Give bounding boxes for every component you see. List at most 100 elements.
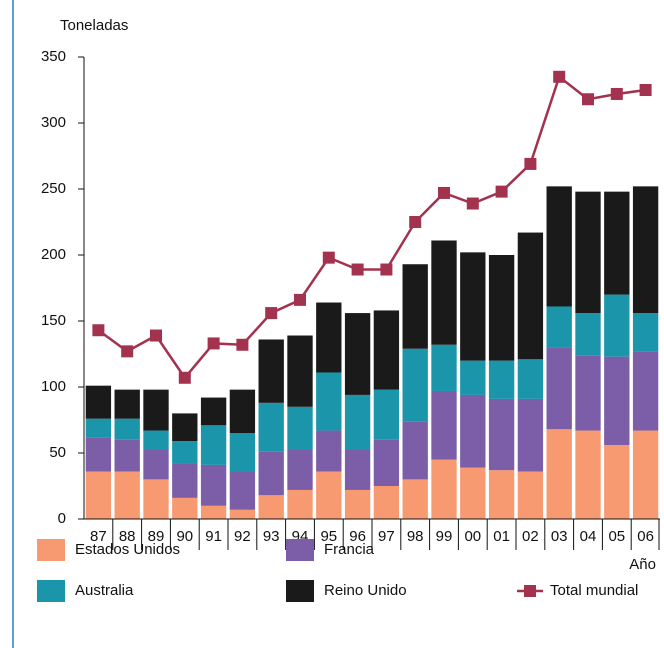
line-marker	[178, 371, 191, 384]
bar-segment	[344, 313, 371, 395]
bar-segment	[373, 439, 400, 486]
bar-segment	[373, 310, 400, 390]
bar-segment	[114, 389, 140, 419]
y-tick-label: 200	[41, 246, 66, 263]
bar-segment	[373, 486, 400, 519]
bar-segment	[85, 385, 112, 419]
line-marker	[322, 251, 335, 264]
bar-segment	[546, 306, 572, 348]
bar-segment	[344, 449, 371, 490]
x-tick-label: 91	[205, 528, 222, 545]
bar-segment	[143, 449, 169, 480]
bar-segment	[258, 495, 284, 519]
bar-segment	[575, 355, 601, 431]
bar-segment	[316, 302, 342, 373]
bar-segment	[517, 359, 544, 399]
bar-segment	[402, 421, 428, 480]
bar-segment	[258, 402, 284, 452]
bar-segment	[344, 489, 371, 519]
bar-segment	[172, 413, 198, 442]
legend-label: Australia	[75, 582, 134, 599]
bar-segment	[488, 255, 515, 361]
x-tick-label: 06	[637, 528, 654, 545]
bar-segment	[229, 471, 256, 510]
x-tick-label: 92	[234, 528, 251, 545]
line-marker	[553, 70, 566, 83]
bar-segment	[604, 356, 630, 446]
bar-segment	[229, 433, 256, 472]
bar-segment	[632, 186, 659, 314]
line-marker	[409, 216, 422, 228]
bar-segment	[604, 191, 630, 295]
x-tick-label: 97	[378, 528, 395, 545]
x-tick-label: 01	[493, 528, 510, 545]
legend-label: Total mundial	[550, 582, 638, 599]
x-tick-label: 05	[608, 528, 625, 545]
bar-segment	[172, 463, 198, 498]
x-tick-label: 88	[119, 528, 136, 545]
y-tick-label: 300	[41, 114, 66, 131]
bar-segment	[287, 406, 313, 450]
bar-segment	[460, 252, 486, 361]
bar-segment	[460, 394, 486, 468]
x-tick-label: 96	[349, 528, 366, 545]
bar-segment	[517, 471, 544, 519]
x-axis-label: Año	[629, 556, 656, 573]
x-tick-label: 00	[464, 528, 481, 545]
bar-segment	[431, 390, 457, 460]
bar-segment	[316, 372, 342, 431]
bar-segment	[114, 418, 140, 440]
line-marker	[121, 345, 134, 358]
x-tick-label: 04	[580, 528, 597, 545]
legend-swatch	[37, 580, 65, 602]
line-marker	[380, 263, 393, 276]
bar-segment	[488, 360, 515, 399]
bar-segment	[604, 294, 630, 357]
line-marker	[466, 197, 479, 210]
bar-segment	[143, 430, 169, 450]
bar-segment	[200, 397, 227, 426]
bar-segment	[143, 389, 169, 431]
bar-segment	[575, 191, 601, 314]
y-tick-label: 0	[58, 510, 66, 527]
x-tick-label: 03	[551, 528, 568, 545]
legend-swatch	[286, 539, 314, 561]
line-marker	[524, 157, 537, 170]
line-marker	[582, 93, 594, 106]
bar-segment	[575, 313, 601, 356]
bar-segment	[460, 467, 486, 519]
y-tick-label: 250	[41, 180, 66, 197]
bar-segment	[200, 425, 227, 465]
legend-label: Reino Unido	[324, 582, 407, 599]
bar-segment	[632, 430, 659, 519]
bar-segment	[200, 464, 227, 506]
line-marker	[92, 324, 105, 337]
x-tick-label: 87	[90, 528, 107, 545]
line-marker	[495, 185, 508, 198]
y-tick-label: 350	[41, 48, 66, 65]
line-marker	[265, 307, 278, 320]
bar-segment	[114, 439, 140, 472]
line-marker	[150, 329, 162, 342]
bar-segment	[431, 240, 457, 345]
bar-segment	[546, 186, 572, 307]
y-tick-label: 50	[49, 444, 66, 461]
bar-segment	[546, 429, 572, 519]
bar-segment	[488, 398, 515, 471]
bar-segment	[488, 470, 515, 519]
x-tick-label: 93	[263, 528, 280, 545]
x-tick-label: 98	[407, 528, 424, 545]
bar-segment	[85, 418, 112, 438]
line-marker	[610, 87, 623, 100]
bar-segment	[258, 339, 284, 403]
legend-swatch	[37, 539, 65, 561]
bar-segment	[229, 509, 256, 519]
y-axis-label: Toneladas	[60, 17, 128, 34]
line-marker	[639, 84, 652, 96]
legend-label: Francia	[324, 541, 375, 558]
bar-segment	[431, 459, 457, 519]
legend-label: Estados Unidos	[75, 541, 180, 558]
bar-segment	[604, 445, 630, 519]
bar-segment	[402, 348, 428, 422]
legend-swatch	[286, 580, 314, 602]
